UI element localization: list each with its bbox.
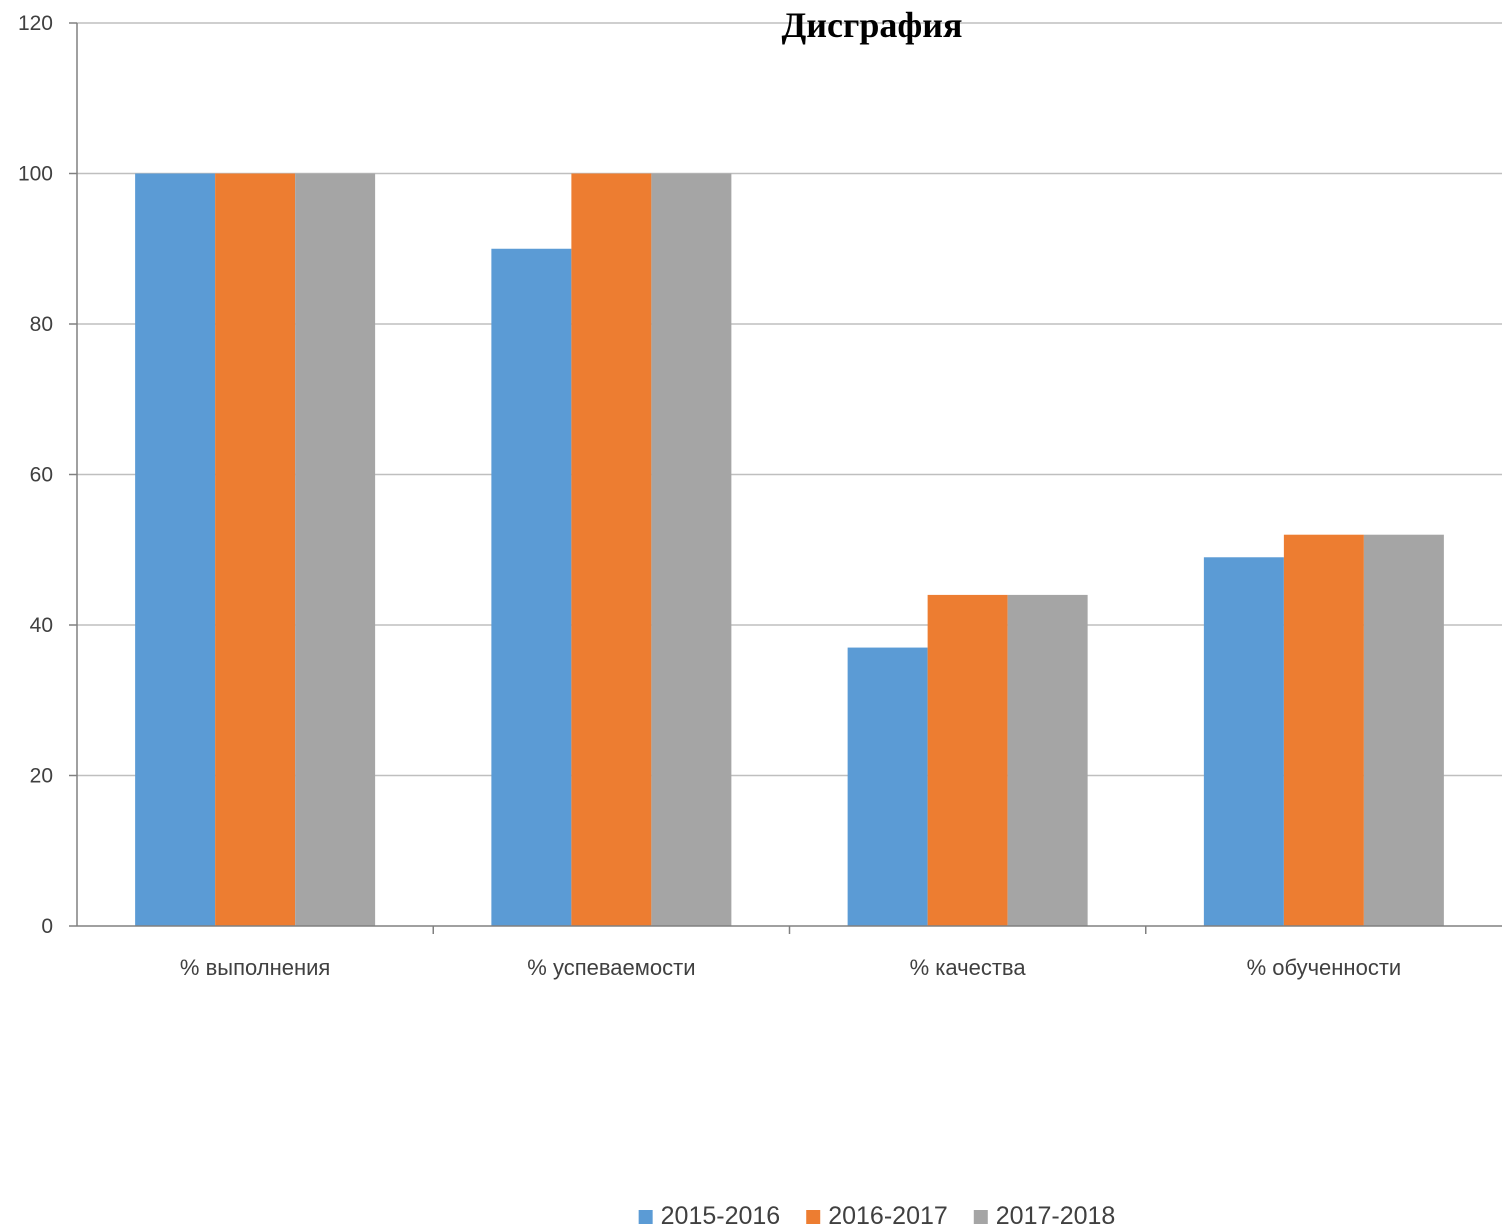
- bars: [135, 173, 1444, 926]
- legend-swatch: [638, 1210, 653, 1224]
- legend-item: 2017-2018: [973, 1202, 1116, 1228]
- legend-item: 2016-2017: [806, 1202, 948, 1228]
- bar: [1363, 534, 1444, 926]
- y-tick-label: 80: [30, 313, 53, 336]
- legend: 2015-2016 2016-2017 2017-2018: [638, 1202, 1116, 1228]
- bar: [1283, 534, 1364, 926]
- bar: [651, 173, 732, 926]
- legend-item: 2015-2016: [638, 1202, 781, 1228]
- bar: [1007, 594, 1088, 926]
- y-tick-labels: 0 20 40 60 80 100 120: [18, 12, 53, 938]
- bar: [927, 594, 1008, 926]
- y-tick-label: 100: [18, 163, 53, 186]
- bar: [135, 173, 216, 926]
- x-category-label: % успеваемости: [527, 955, 695, 980]
- bar: [571, 173, 652, 926]
- legend-swatch: [806, 1210, 821, 1224]
- x-category-labels: % выполнения % успеваемости % качества % об…: [180, 955, 1401, 980]
- legend-label: 2017-2018: [996, 1202, 1116, 1228]
- y-tick-label: 20: [30, 765, 53, 788]
- y-tick-label: 0: [41, 915, 53, 938]
- legend-label: 2015-2016: [661, 1202, 781, 1228]
- bar: [215, 173, 296, 926]
- x-category-label: % обученности: [1247, 955, 1402, 980]
- bar: [491, 248, 572, 926]
- chart-title: Дисграфия: [782, 5, 963, 45]
- bar: [847, 647, 928, 926]
- bar: [1203, 557, 1284, 926]
- y-tick-label: 60: [30, 464, 53, 487]
- legend-label: 2016-2017: [828, 1202, 948, 1228]
- bar: [295, 173, 376, 926]
- x-category-label: % выполнения: [180, 955, 330, 980]
- x-category-label: % качества: [910, 955, 1027, 980]
- legend-swatch: [973, 1210, 988, 1224]
- y-tick-label: 120: [18, 12, 53, 35]
- axes: [69, 22, 1502, 934]
- y-tick-label: 40: [30, 614, 53, 637]
